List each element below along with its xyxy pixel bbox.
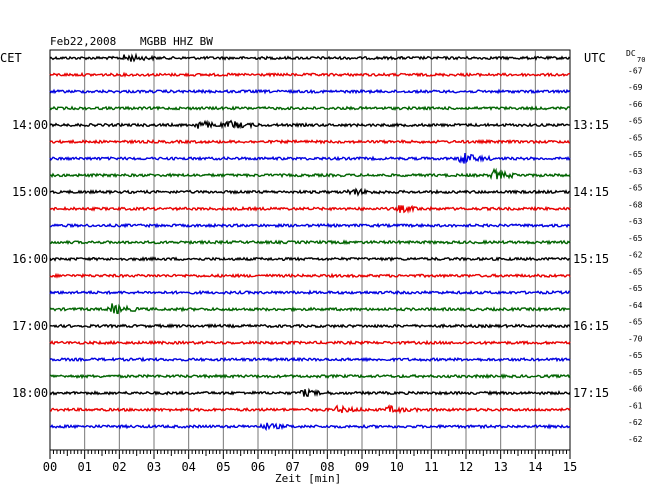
left-time-label: 16:00 xyxy=(12,252,48,266)
trace-line xyxy=(49,119,571,130)
trace-line xyxy=(49,422,571,432)
dc-value-label: -67 xyxy=(628,66,643,75)
left-time-label: 18:00 xyxy=(12,386,48,400)
traces xyxy=(49,52,571,432)
trace-line xyxy=(49,88,571,95)
dc-value-label: -62 xyxy=(628,435,643,444)
x-tick-label: 01 xyxy=(77,460,91,474)
chart-date: Feb22,2008 xyxy=(50,35,116,48)
x-tick-label: 15 xyxy=(563,460,577,474)
x-tick-label: 00 xyxy=(43,460,57,474)
left-time-label: 17:00 xyxy=(12,319,48,333)
right-time-label: 16:15 xyxy=(573,319,609,333)
trace-line xyxy=(49,105,571,111)
trace-line xyxy=(49,404,571,415)
trace-line xyxy=(49,52,571,63)
dc-value-label: -65 xyxy=(628,284,643,293)
x-tick-label: 06 xyxy=(251,460,265,474)
trace-line xyxy=(49,71,571,78)
trace-line xyxy=(49,167,571,181)
trace-line xyxy=(49,356,571,363)
trace-line xyxy=(49,387,571,397)
dc-value-label: -66 xyxy=(628,385,643,394)
trace-line xyxy=(49,373,571,380)
dc-value-label: -65 xyxy=(628,117,643,126)
trace-line xyxy=(49,138,571,145)
dc-value-label: -63 xyxy=(628,167,643,176)
trace-line xyxy=(49,303,571,315)
dc-value-label: -65 xyxy=(628,267,643,276)
right-time-label: 15:15 xyxy=(573,252,609,266)
x-axis-title: Zeit [min] xyxy=(275,472,341,485)
x-tick-label: 10 xyxy=(389,460,403,474)
chart-station: MGBB HHZ BW xyxy=(140,35,213,48)
dc-value-label: -70 xyxy=(628,334,643,343)
dc-value-label: -64 xyxy=(628,301,643,310)
x-tick-label: 11 xyxy=(424,460,438,474)
x-tick-label: 07 xyxy=(285,460,299,474)
x-tick-label: 14 xyxy=(528,460,542,474)
x-tick-label: 02 xyxy=(112,460,126,474)
trace-line xyxy=(49,187,571,197)
dc-value-label: -65 xyxy=(628,351,643,360)
right-timezone-label: UTC xyxy=(584,51,606,65)
x-tick-label: 12 xyxy=(459,460,473,474)
right-time-label: 17:15 xyxy=(573,386,609,400)
x-tick-label: 04 xyxy=(181,460,195,474)
grid xyxy=(49,49,571,459)
x-tick-label: 09 xyxy=(355,460,369,474)
trace-line xyxy=(49,239,571,246)
trace-line xyxy=(49,289,571,296)
x-tick-label: 13 xyxy=(493,460,507,474)
dc-value-label: -69 xyxy=(628,83,643,92)
left-timezone-label: CET xyxy=(0,51,22,65)
trace-line xyxy=(49,204,571,214)
trace-line xyxy=(49,256,571,262)
x-tick-label: 03 xyxy=(147,460,161,474)
right-time-label: 13:15 xyxy=(573,118,609,132)
left-time-label: 14:00 xyxy=(12,118,48,132)
dc-value-label: -65 xyxy=(628,318,643,327)
x-tick-label: 08 xyxy=(320,460,334,474)
dc-value-label: -62 xyxy=(628,418,643,427)
trace-line xyxy=(49,272,571,279)
trace-line xyxy=(49,339,571,346)
dc-label: DC xyxy=(626,49,636,58)
dc-value-label: -65 xyxy=(628,150,643,159)
trace-line xyxy=(49,222,571,229)
dc-value-label: -65 xyxy=(628,234,643,243)
axis-labels: 00 01 02 03 04 05 06 07 08 09 10 11 12 13 14 15 14:00 15:… xyxy=(12,66,643,474)
x-tick-label: 05 xyxy=(216,460,230,474)
right-time-label: 14:15 xyxy=(573,185,609,199)
dc-value-label: -61 xyxy=(628,401,643,410)
dc-value-label: -65 xyxy=(628,368,643,377)
plot-frame xyxy=(49,49,571,451)
trace-line xyxy=(49,323,571,329)
dc-value-label: -63 xyxy=(628,217,643,226)
dc-value-label: -62 xyxy=(628,251,643,260)
dc-value-label: -68 xyxy=(628,200,643,209)
left-time-label: 15:00 xyxy=(12,185,48,199)
dc-sub-label: 70 xyxy=(637,56,645,64)
dc-value-label: -65 xyxy=(628,133,643,142)
dc-value-label: -65 xyxy=(628,184,643,193)
trace-line xyxy=(49,153,571,164)
dc-value-label: -66 xyxy=(628,100,643,109)
